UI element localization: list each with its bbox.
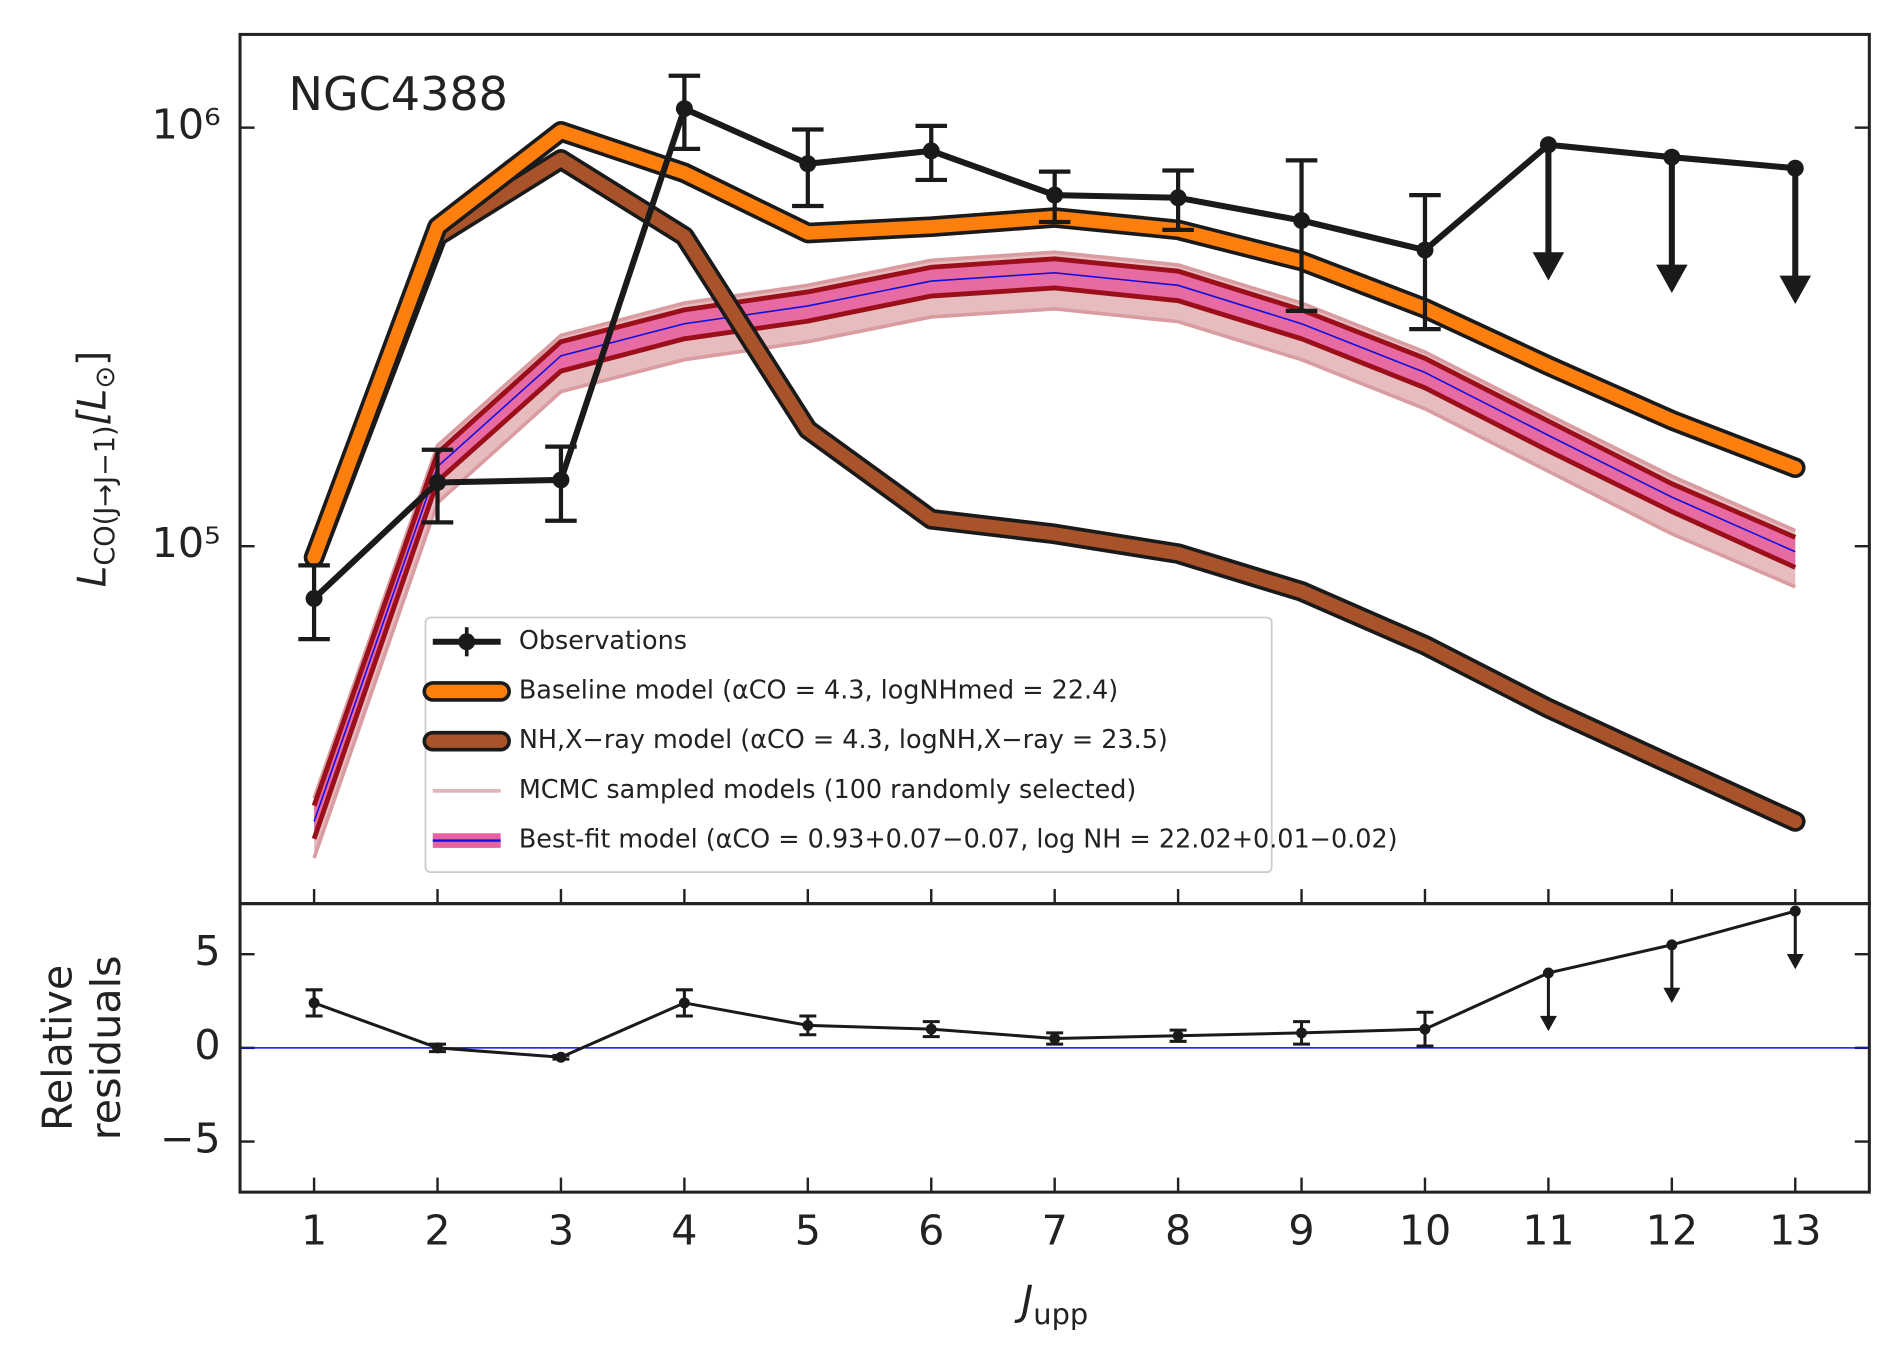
observation-point bbox=[675, 100, 693, 118]
y-axis-label: residuals bbox=[82, 956, 130, 1141]
label-subscript: ⊙ bbox=[90, 366, 121, 389]
panel: 10⁵ 10⁶ NGC4388 LCO(J→J−1)[L⊙] Observations B… bbox=[70, 32, 1871, 906]
y-tick-label: 5 bbox=[194, 927, 220, 975]
x-tick-label: 8 bbox=[1165, 1206, 1191, 1254]
legend-label: Observations bbox=[519, 626, 687, 656]
y-axis-label: Relative bbox=[34, 965, 82, 1131]
x-tick-label: 13 bbox=[1769, 1206, 1821, 1254]
observation-point bbox=[1169, 189, 1187, 207]
y-tick-label: 10⁶ bbox=[152, 101, 221, 149]
x-axis-label: Jupp bbox=[1014, 1277, 1088, 1331]
legend: Observations Baseline model (αCO = 4.3, l… bbox=[422, 616, 1398, 874]
observation-point bbox=[802, 1019, 814, 1031]
upper-limit-head bbox=[1663, 987, 1681, 1004]
x-tick-label: 9 bbox=[1288, 1206, 1314, 1254]
x-tick-label: 11 bbox=[1522, 1206, 1574, 1254]
observation-point bbox=[1419, 1023, 1431, 1035]
observation-point bbox=[305, 590, 323, 607]
x-tick-label: 6 bbox=[918, 1206, 944, 1254]
upper-limit-head bbox=[1656, 264, 1688, 293]
observation-point bbox=[925, 1023, 937, 1035]
observation-point bbox=[1296, 1027, 1307, 1039]
x-tick-label: 10 bbox=[1399, 1206, 1451, 1254]
observation-point bbox=[1666, 939, 1678, 951]
x-tick-label: 1 bbox=[301, 1206, 327, 1254]
label-subscript: CO(J→J−1) bbox=[90, 425, 121, 565]
observation-point bbox=[1416, 241, 1434, 259]
observation-point bbox=[1789, 905, 1801, 917]
upper-limit-head bbox=[1779, 275, 1812, 304]
observation-point bbox=[432, 1042, 443, 1054]
label-part: L bbox=[70, 566, 115, 588]
observation-point bbox=[1046, 186, 1064, 204]
model-line bbox=[307, 152, 1802, 829]
y-tick-label: 0 bbox=[194, 1021, 220, 1069]
observation-point bbox=[1663, 148, 1681, 166]
upper-limit-head bbox=[1532, 252, 1565, 281]
observation-point bbox=[922, 142, 940, 160]
label-part: [L bbox=[70, 389, 115, 426]
observation-point bbox=[1172, 1030, 1184, 1042]
observation-point bbox=[308, 997, 320, 1009]
observation-point bbox=[799, 155, 817, 173]
x-tick-label: 12 bbox=[1646, 1206, 1698, 1254]
legend-swatch bbox=[458, 633, 476, 651]
observation-point bbox=[429, 473, 447, 491]
observation-point bbox=[1786, 159, 1804, 177]
best-fit-edge bbox=[311, 256, 1797, 807]
best-fit-line bbox=[313, 272, 1796, 822]
x-tick-label: 2 bbox=[424, 1206, 450, 1254]
label-subscript: upp bbox=[1033, 1297, 1088, 1331]
upper-limit-head bbox=[1539, 1015, 1557, 1032]
mcmc-band bbox=[314, 252, 1796, 858]
annotation: NGC4388 bbox=[289, 67, 508, 121]
legend-label: Baseline model (αCO = 4.3, logNHmed = 22… bbox=[519, 675, 1118, 705]
label-part: J bbox=[1014, 1277, 1033, 1325]
x-tick-label: 3 bbox=[548, 1206, 574, 1254]
y-tick-label: 10⁵ bbox=[152, 519, 221, 567]
observation-point bbox=[1293, 212, 1311, 229]
observation-point bbox=[1542, 967, 1554, 979]
observation-point bbox=[678, 997, 690, 1009]
observation-point bbox=[555, 1051, 567, 1063]
observation-point bbox=[1539, 136, 1557, 154]
plot-frame bbox=[238, 902, 1871, 1194]
mcmc-edge bbox=[312, 250, 1797, 799]
x-tick-label: 5 bbox=[795, 1206, 821, 1254]
observation-point bbox=[552, 471, 570, 489]
upper-limit-head bbox=[1786, 954, 1804, 970]
x-tick-label: 4 bbox=[671, 1206, 697, 1254]
legend-label: Best-fit model (αCO = 0.93+0.07−0.07, lo… bbox=[519, 825, 1398, 855]
y-axis-label: LCO(J→J−1)[L⊙] bbox=[70, 351, 121, 587]
legend-label: NH,X−ray model (αCO = 4.3, logNH,X−ray =… bbox=[519, 725, 1168, 755]
mcmc-edge bbox=[312, 307, 1796, 859]
x-tick-label: 7 bbox=[1042, 1206, 1068, 1254]
y-tick-label: −5 bbox=[160, 1115, 221, 1163]
legend-label: MCMC sampled models (100 randomly select… bbox=[519, 775, 1136, 805]
best-fit-edge bbox=[311, 285, 1797, 840]
label-part: ] bbox=[70, 351, 115, 366]
observation-point bbox=[1049, 1033, 1061, 1044]
